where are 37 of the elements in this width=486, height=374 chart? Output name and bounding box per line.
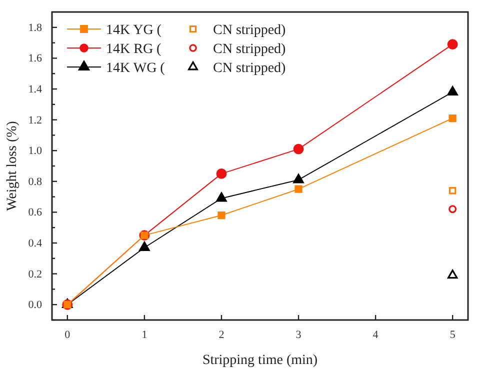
point: [216, 192, 228, 202]
point: [218, 211, 226, 220]
legend-label: 14K RG (: [106, 42, 162, 57]
y-tick-label: 0.6: [28, 206, 42, 219]
y-tick-label: 1.4: [28, 84, 42, 96]
y-tick-label: 1.2: [28, 114, 42, 126]
point: [292, 174, 304, 184]
y-tick-label: 1.8: [28, 22, 42, 34]
point: [448, 205, 457, 214]
x-tick-label: 3: [296, 328, 302, 341]
point: [138, 241, 150, 252]
point: [447, 86, 458, 96]
y-tick-label: 0.8: [28, 176, 42, 188]
x-axis-title: Stripping time (min): [202, 353, 318, 368]
y-axis-title: Weight loss (%): [5, 120, 20, 211]
point: [447, 39, 458, 50]
legend-label: CN stripped): [213, 42, 286, 57]
point: [448, 114, 456, 122]
legend-label: 14K YG (: [106, 23, 162, 38]
legend-label: CN stripped): [213, 23, 286, 38]
point: [216, 168, 227, 179]
x-tick-label: 1: [142, 328, 148, 341]
point: [447, 270, 458, 279]
y-tick-label: 1.0: [28, 145, 42, 158]
x-tick-label: 4: [372, 328, 379, 341]
y-tick-label: 1.6: [28, 52, 42, 65]
y-tick-label: 0.4: [28, 238, 42, 250]
x-tick-label: 2: [218, 328, 224, 341]
point: [293, 144, 304, 154]
x-tick-label: 0: [64, 328, 71, 341]
legend-label: CN stripped): [213, 61, 286, 76]
text: 0.0: [28, 299, 42, 312]
point: [448, 187, 456, 194]
point: [294, 185, 302, 193]
legend-label: 14K WG (: [106, 61, 166, 76]
x-tick-label: 5: [450, 328, 456, 341]
y-tick-label: 0.2: [28, 268, 42, 280]
